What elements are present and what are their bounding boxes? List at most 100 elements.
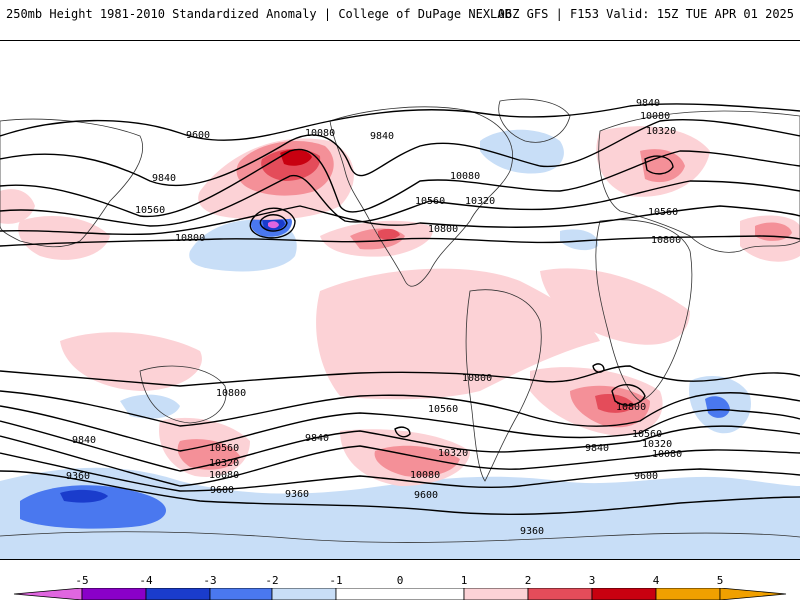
contour-label: 10080 xyxy=(305,128,335,139)
neg2-indian xyxy=(705,396,730,418)
contour-label: 10800 xyxy=(651,235,681,246)
neg1-greenland xyxy=(480,129,564,174)
model-run-info: 06Z GFS | F153 Valid: 15Z TUE APR 01 202… xyxy=(497,7,794,21)
contour-9600-south xyxy=(0,452,800,492)
pos2-south-pacific xyxy=(374,445,460,477)
contour-pacific-low-ring-1 xyxy=(249,207,296,239)
contour-label: 10080 xyxy=(640,111,670,122)
eurasia-coast xyxy=(598,110,800,253)
contour-label: 10080 xyxy=(209,470,239,481)
asia-left-coast xyxy=(0,118,144,248)
contour-label: 10080 xyxy=(410,470,440,481)
contour-10560-south xyxy=(0,390,800,427)
contour-10800-south xyxy=(0,365,800,387)
contour-label: 10320 xyxy=(642,439,672,450)
cb-seg-0 xyxy=(335,588,465,600)
colorbar-tick: 0 xyxy=(396,574,404,587)
colorbar-strip xyxy=(13,588,787,600)
pos1-tropical-band xyxy=(316,268,600,400)
contour-label: 10800 xyxy=(428,224,458,235)
contour-label: 10560 xyxy=(648,207,678,218)
coastlines xyxy=(0,98,800,543)
neg1-aus-south xyxy=(120,394,180,419)
neg2-antarctic xyxy=(20,485,167,529)
pos2-nz xyxy=(177,439,240,470)
contour-label: 10800 xyxy=(616,402,646,413)
contour-label: 10320 xyxy=(209,458,239,469)
greenland-coast xyxy=(498,98,571,143)
neg5-pacific-core xyxy=(268,221,279,229)
contour-9360-south xyxy=(0,470,800,516)
cb-seg-n2 xyxy=(209,588,273,600)
contour-south-cutoff-1 xyxy=(394,426,411,438)
contour-label: 10080 xyxy=(450,171,480,182)
contour-euro-cutoff xyxy=(644,155,674,175)
pos1-left-edge xyxy=(0,189,35,224)
contour-10560-north xyxy=(0,205,800,236)
contour-label: 10560 xyxy=(428,404,458,415)
cb-seg-p1 xyxy=(463,588,529,600)
cb-seg-n3 xyxy=(145,588,211,600)
colorbar-tick: -5 xyxy=(75,574,89,587)
contour-label: 10320 xyxy=(465,196,495,207)
contour-label: 10560 xyxy=(135,205,165,216)
positive-anomaly-fill xyxy=(0,126,800,486)
contour-label: 9840 xyxy=(305,433,329,444)
contour-10320-south xyxy=(0,405,800,452)
contour-10320-north xyxy=(0,174,800,227)
colorbar-tick: -3 xyxy=(203,574,217,587)
australia-coast xyxy=(139,365,227,424)
colorbar: -5 -4 -3 -2 -1 0 1 2 3 4 5 xyxy=(0,562,800,600)
contour-label: 9840 xyxy=(636,98,660,109)
contour-label: 9600 xyxy=(414,490,438,501)
cb-seg-n1 xyxy=(271,588,337,600)
contour-label: 9360 xyxy=(285,489,309,500)
pos1-africa xyxy=(540,268,690,345)
contour-label: 9840 xyxy=(152,173,176,184)
antarctica-coast xyxy=(0,531,800,543)
neg3-antarctic xyxy=(60,489,108,503)
contour-label: 10080 xyxy=(652,449,682,460)
cb-seg-p3 xyxy=(591,588,657,600)
map-title: 250mb Height 1981-2010 Standardized Anom… xyxy=(6,7,512,21)
colorbar-tick: 5 xyxy=(716,574,724,587)
colorbar-tick: -2 xyxy=(265,574,279,587)
contour-label: 10800 xyxy=(216,388,246,399)
contour-9840-north xyxy=(0,118,800,187)
contour-10080-north xyxy=(0,148,800,218)
contour-south-cutoff-2 xyxy=(592,363,605,373)
pos1-aus-west xyxy=(60,332,202,391)
contour-label: 10320 xyxy=(646,126,676,137)
contour-south-cutoff-3 xyxy=(611,384,646,406)
height-contours xyxy=(0,103,800,516)
contour-label: 10560 xyxy=(209,443,239,454)
contour-9600-north xyxy=(0,103,800,141)
cb-seg-p2 xyxy=(527,588,593,600)
contour-labels: 9600 9840 10080 9840 9840 10080 10320 10… xyxy=(66,98,682,537)
colorbar-tick: 2 xyxy=(524,574,532,587)
contour-10080-south xyxy=(0,420,800,472)
colorbar-tick: 3 xyxy=(588,574,596,587)
contour-label: 9600 xyxy=(210,485,234,496)
contour-label: 9840 xyxy=(72,435,96,446)
colorbar-tick: -4 xyxy=(139,574,153,587)
contour-label: 10800 xyxy=(462,373,492,384)
contour-label: 9600 xyxy=(634,471,658,482)
contour-label: 9600 xyxy=(186,130,210,141)
neg1-atl-sw xyxy=(560,229,599,251)
north-america-coast xyxy=(329,106,513,287)
contour-label: 10800 xyxy=(175,233,205,244)
colorbar-tick: 1 xyxy=(460,574,468,587)
contour-pacific-low-ring-2 xyxy=(259,214,288,232)
africa-coast xyxy=(595,219,693,402)
cb-seg-p4 xyxy=(655,588,721,600)
contour-label: 10320 xyxy=(438,448,468,459)
contour-label: 9840 xyxy=(585,443,609,454)
map-canvas: 9600 9840 10080 9840 9840 10080 10320 10… xyxy=(0,98,800,559)
contour-9840-south xyxy=(0,435,800,487)
pos3-south-atlantic xyxy=(595,394,635,413)
contour-label: 10560 xyxy=(415,196,445,207)
contour-label: 9840 xyxy=(370,131,394,142)
anomaly-map: 9600 9840 10080 9840 9840 10080 10320 10… xyxy=(0,40,800,560)
pos1-asia xyxy=(18,216,110,260)
